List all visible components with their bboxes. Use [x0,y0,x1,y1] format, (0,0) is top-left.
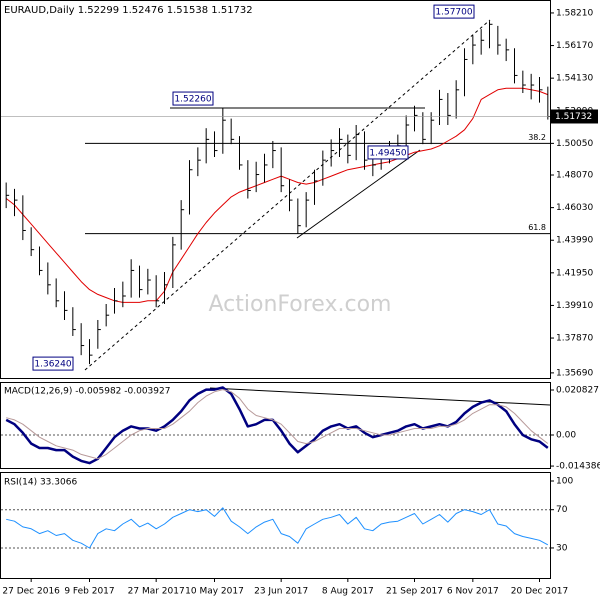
trend-line [296,149,421,239]
y-tick-label: 0.00 [556,430,576,440]
x-tick-label: 27 Mar 2017 [128,587,185,597]
y-tick-label: 1.46030 [556,203,593,213]
y-tick-label: 1.48070 [556,171,593,181]
price-label-box [32,356,74,371]
y-tick-label: 1.58210 [556,8,593,18]
last-price-box [551,109,598,124]
price-panel [0,0,551,379]
indicator-line [6,507,549,549]
price-label: 1.49450 [369,148,406,158]
x-tick-label: 9 Feb 2017 [64,587,114,597]
fib-label: 38.2 [528,133,546,142]
macd-title: MACD(12,26,9) -0.005982 -0.003927 [4,387,170,397]
price-label: 1.57700 [435,8,472,18]
y-tick-label: 1.35690 [556,368,593,378]
x-tick-label: 21 Sep 2017 [386,587,443,597]
price-label: 1.36240 [34,360,71,370]
x-tick-label: 23 Jun 2017 [254,587,308,597]
price-label-box [433,4,475,19]
indicator-line [6,389,549,460]
x-tick-label: 6 Nov 2017 [447,587,499,597]
fib-label: 61.8 [528,223,546,232]
price-title: EURAUD,Daily 1.52299 1.52476 1.51538 1.5… [4,5,253,16]
rsi-panel [0,472,551,579]
y-tick-label: 70 [556,505,568,515]
price-label-box [367,145,409,160]
y-tick-label: 1.43990 [556,236,593,246]
indicator-line [5,386,549,465]
y-tick-label: 0.020827 [556,385,599,395]
x-tick-label: 20 Dec 2017 [511,587,569,597]
price-label: 1.52260 [174,95,211,105]
price-label-box [172,91,214,106]
y-tick-label: 1.41950 [556,268,593,278]
macd-panel [0,382,551,469]
x-tick-label: 10 May 2017 [185,587,244,597]
y-tick-label: -0.014386 [556,462,600,472]
watermark: ActionForex.com [209,292,392,317]
y-tick-label: 1.50050 [556,139,593,149]
x-tick-label: 8 Aug 2017 [322,587,374,597]
y-tick-label: 1.37870 [556,334,593,344]
y-tick-label: 30 [556,543,568,553]
y-tick-label: 1.39910 [556,301,593,311]
y-tick-label: 100 [556,476,573,486]
moving-average [5,87,548,303]
x-tick-label: 27 Dec 2016 [2,587,60,597]
y-tick-label: 1.56170 [556,41,593,51]
channel-line [84,19,491,371]
y-tick-label: 1.54130 [556,74,593,84]
rsi-title: RSI(14) 33.3066 [4,478,77,488]
last-price-label: 1.51732 [555,112,592,122]
